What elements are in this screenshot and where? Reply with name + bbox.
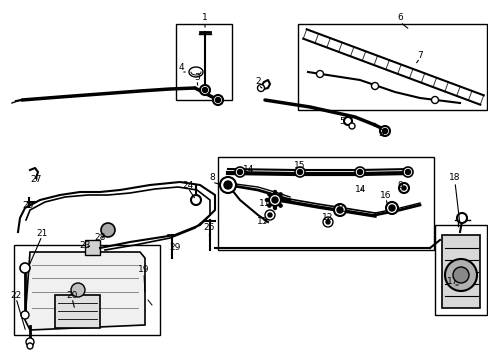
- Text: 21: 21: [36, 229, 48, 238]
- Text: 1: 1: [202, 13, 207, 22]
- Text: 20: 20: [66, 291, 78, 300]
- Text: 14: 14: [243, 166, 254, 175]
- Text: 4: 4: [178, 63, 183, 72]
- Text: 3: 3: [194, 72, 200, 81]
- Circle shape: [348, 123, 354, 129]
- Text: 24: 24: [182, 180, 193, 189]
- Text: 7: 7: [416, 50, 422, 59]
- Circle shape: [235, 167, 244, 177]
- Circle shape: [202, 87, 207, 93]
- Circle shape: [401, 186, 405, 190]
- Circle shape: [297, 170, 302, 175]
- Circle shape: [357, 170, 362, 175]
- Circle shape: [325, 220, 329, 224]
- Circle shape: [343, 117, 351, 125]
- Text: 3: 3: [377, 129, 383, 138]
- Text: 11: 11: [259, 198, 270, 207]
- Circle shape: [402, 167, 412, 177]
- Circle shape: [354, 167, 364, 177]
- Circle shape: [294, 167, 305, 177]
- Circle shape: [26, 338, 34, 346]
- Text: 28: 28: [94, 233, 105, 242]
- Circle shape: [273, 207, 276, 210]
- Circle shape: [237, 170, 242, 175]
- Text: 19: 19: [138, 266, 149, 274]
- Circle shape: [215, 98, 220, 103]
- Bar: [434, 225, 486, 315]
- Text: 8: 8: [209, 174, 214, 183]
- Circle shape: [267, 213, 271, 217]
- Bar: [14, 245, 160, 335]
- Circle shape: [316, 71, 323, 77]
- Text: 2: 2: [255, 77, 260, 86]
- Text: 17: 17: [447, 278, 458, 287]
- Text: 10: 10: [336, 206, 347, 215]
- Polygon shape: [85, 240, 100, 255]
- Circle shape: [21, 311, 29, 319]
- Text: 27: 27: [30, 175, 41, 184]
- Circle shape: [264, 210, 274, 220]
- Circle shape: [71, 283, 85, 297]
- Text: 5: 5: [339, 117, 344, 126]
- Circle shape: [220, 177, 236, 193]
- Polygon shape: [55, 295, 100, 328]
- Polygon shape: [189, 67, 203, 77]
- Circle shape: [336, 207, 342, 213]
- Circle shape: [382, 129, 386, 134]
- Polygon shape: [441, 235, 479, 308]
- Text: 18: 18: [448, 174, 460, 183]
- Circle shape: [398, 183, 408, 193]
- Text: 29: 29: [169, 243, 181, 252]
- Polygon shape: [25, 252, 145, 330]
- Circle shape: [27, 343, 33, 349]
- Text: 9: 9: [396, 180, 402, 189]
- Circle shape: [456, 213, 466, 223]
- Circle shape: [265, 198, 268, 202]
- Circle shape: [371, 82, 378, 90]
- Bar: [297, 24, 486, 110]
- Circle shape: [101, 223, 115, 237]
- Circle shape: [388, 205, 394, 211]
- Circle shape: [271, 197, 278, 203]
- Circle shape: [323, 217, 332, 227]
- Text: 23: 23: [79, 240, 90, 249]
- Text: 6: 6: [396, 13, 402, 22]
- Circle shape: [405, 170, 409, 175]
- Circle shape: [224, 181, 231, 189]
- Circle shape: [281, 198, 284, 202]
- Circle shape: [430, 96, 438, 104]
- Text: 12: 12: [322, 213, 333, 222]
- Circle shape: [268, 194, 281, 206]
- Text: 25: 25: [22, 201, 34, 210]
- Circle shape: [279, 193, 282, 196]
- Text: 26: 26: [203, 224, 214, 233]
- Text: 16: 16: [380, 190, 391, 199]
- Circle shape: [444, 259, 476, 291]
- Circle shape: [20, 263, 30, 273]
- Bar: [218, 157, 433, 250]
- Text: 13: 13: [257, 217, 268, 226]
- Circle shape: [267, 204, 270, 207]
- Text: 14: 14: [355, 185, 366, 194]
- Circle shape: [273, 190, 276, 194]
- Circle shape: [200, 85, 209, 95]
- Text: 22: 22: [10, 291, 21, 300]
- Circle shape: [279, 204, 282, 207]
- Circle shape: [379, 126, 389, 136]
- Circle shape: [333, 204, 346, 216]
- Circle shape: [213, 95, 223, 105]
- Circle shape: [257, 85, 264, 91]
- Circle shape: [452, 267, 468, 283]
- Text: 15: 15: [294, 162, 305, 171]
- Circle shape: [191, 195, 201, 205]
- Circle shape: [385, 202, 397, 214]
- Bar: [176, 24, 231, 100]
- Circle shape: [267, 193, 270, 196]
